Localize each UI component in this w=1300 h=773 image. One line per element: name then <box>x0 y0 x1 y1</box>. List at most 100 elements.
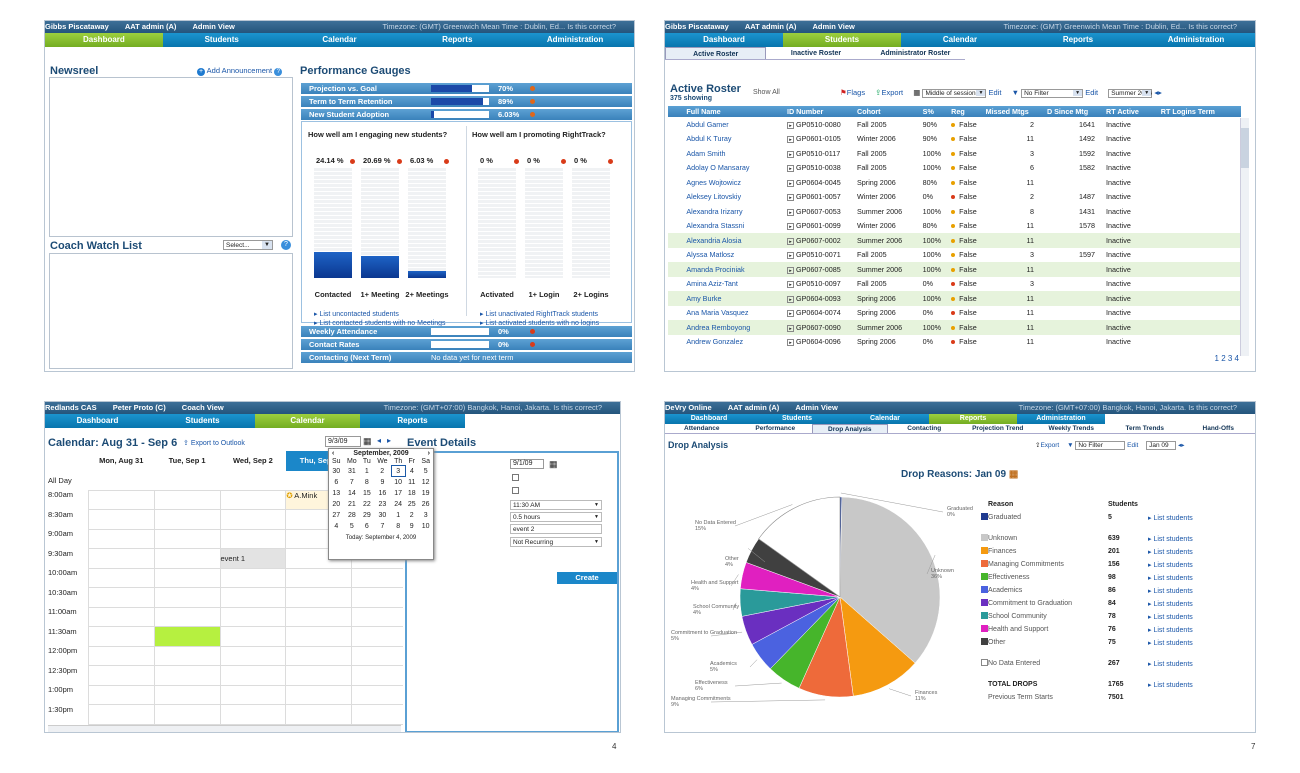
tab-drop-analysis[interactable]: Drop Analysis <box>812 424 888 433</box>
campus-menu[interactable]: Redlands CAS <box>45 403 97 412</box>
nav-dashboard[interactable]: Dashboard <box>45 33 163 47</box>
nav-calendar[interactable]: Calendar <box>942 35 978 44</box>
event-label[interactable]: event 1 <box>220 553 246 563</box>
prev-term-icon[interactable]: ◂ <box>1177 442 1182 449</box>
picker-day[interactable]: 13 <box>332 489 341 497</box>
picker-day[interactable]: 12 <box>421 478 430 486</box>
help-icon[interactable]: ? <box>281 240 291 250</box>
id-cell[interactable]: ▸ GP0604-0096 <box>784 335 854 350</box>
nav-administration[interactable]: Administration <box>1167 35 1225 44</box>
table-row[interactable]: Amanda Prociniak ▸ GP0607-0085 Summer 2006 1… <box>668 262 1241 277</box>
calendar-picker-icon[interactable]: ▦ <box>363 436 372 446</box>
next-month-icon[interactable]: › <box>427 450 430 457</box>
expand-icon[interactable]: ▸ <box>786 194 794 202</box>
time-slot[interactable] <box>87 548 155 569</box>
id-cell[interactable]: ▸ GP0510-0038 <box>784 161 854 176</box>
nav-reports[interactable]: Reports <box>397 416 428 425</box>
help-icon[interactable]: ? <box>274 68 283 76</box>
picker-day[interactable]: 11 <box>408 478 416 486</box>
time-slot[interactable] <box>285 626 353 647</box>
prev-month-icon[interactable]: ‹ <box>332 450 335 457</box>
expand-icon[interactable]: ▸ <box>786 223 794 231</box>
picker-day[interactable]: 4 <box>334 522 339 530</box>
student-name-link[interactable]: Amanda Prociniak <box>683 262 784 277</box>
campus-menu[interactable]: Gibbs Piscataway <box>665 22 729 31</box>
list-students-link[interactable]: ▸ List students <box>1148 558 1208 571</box>
time-slot[interactable] <box>285 665 353 686</box>
all-day-cell[interactable] <box>154 471 220 491</box>
column-header[interactable]: RT Logins Term <box>1157 106 1241 117</box>
time-slot[interactable] <box>285 606 353 627</box>
column-header[interactable]: Missed Mtgs <box>982 106 1044 117</box>
picker-day[interactable]: 1 <box>396 511 401 519</box>
tab-active-roster[interactable]: Active Roster <box>665 47 767 59</box>
id-cell[interactable]: ▸ GP0510-0117 <box>784 146 854 161</box>
tab-weekly-trends[interactable]: Weekly Trends <box>1048 425 1094 432</box>
column-header[interactable]: RT Active <box>1103 106 1158 117</box>
time-slot[interactable] <box>285 704 353 725</box>
table-row[interactable]: Alexandria Alosia ▸ GP0607-0002 Summer 2006… <box>668 233 1241 248</box>
column-header[interactable]: Cohort <box>854 106 920 117</box>
student-name-link[interactable]: Alexandra Stassni <box>686 221 745 231</box>
nav-dashboard[interactable]: Dashboard <box>76 416 119 425</box>
time-slot[interactable] <box>219 665 287 686</box>
id-cell[interactable]: ▸ GP0607-0002 <box>783 233 855 248</box>
time-slot[interactable] <box>351 567 403 588</box>
view-menu[interactable]: Coach View <box>181 403 224 412</box>
student-name-link[interactable]: Adam Smith <box>686 148 726 158</box>
list-link[interactable]: ▸ List uncontacted students <box>314 310 446 319</box>
picker-day[interactable]: 16 <box>378 489 387 497</box>
time-slot[interactable] <box>219 626 287 647</box>
time-slot[interactable] <box>219 528 287 549</box>
table-row[interactable]: Andrea Remboyong ▸ GP0607-0090 Summer 2006 1… <box>668 320 1241 335</box>
time-slot[interactable] <box>87 489 155 510</box>
time-slot[interactable] <box>153 509 221 530</box>
term-select[interactable]: Summer 2006 ▼ <box>1108 89 1153 98</box>
pagination[interactable]: 1 2 3 4 <box>1214 354 1239 363</box>
column-header[interactable]: S% <box>919 106 949 117</box>
filter-select[interactable]: No Filter <box>1075 441 1126 450</box>
field-time[interactable]: 11:30 AM ▼ <box>510 500 602 510</box>
export-button[interactable]: Export <box>1040 442 1060 449</box>
coach-select[interactable]: Select... ▼ <box>223 240 273 250</box>
picker-day[interactable]: 30 <box>332 467 341 475</box>
expand-icon[interactable]: ▸ <box>786 136 794 144</box>
timezone-text[interactable]: Timezone: (GMT+07:00) Bangkok, Hanoi, Ja… <box>1018 403 1237 412</box>
time-slot[interactable] <box>153 489 221 510</box>
picker-day[interactable]: 21 <box>347 500 356 508</box>
table-row[interactable]: Adolay O Mansaray ▸ GP0510-0038 Fall 2005 10… <box>668 161 1241 176</box>
gauge-bottom-0[interactable]: Weekly Attendance 0% <box>301 326 632 337</box>
field-name[interactable]: event 2 <box>510 524 602 534</box>
student-name-link[interactable]: Alyssa Matlosz <box>686 250 735 260</box>
time-slot[interactable] <box>153 606 221 627</box>
user-menu[interactable]: AAT admin (A) <box>744 22 797 31</box>
tab-hand-offs[interactable]: Hand-Offs <box>1202 425 1234 432</box>
tab-term-trends[interactable]: Term Trends <box>1125 425 1165 432</box>
next-term-icon[interactable]: ▸ <box>1181 442 1185 449</box>
table-row[interactable]: Ana Maria Vasquez ▸ GP0604-0074 Spring 2006… <box>668 306 1241 321</box>
roster-scrollbar[interactable] <box>1240 118 1249 356</box>
time-slot[interactable] <box>153 626 221 647</box>
table-row[interactable]: Amy Burke ▸ GP0604-0093 Spring 2006 100% Fals… <box>668 291 1241 306</box>
table-row[interactable]: Amina Aziz-Tant ▸ GP0510-0097 Fall 2005 0% Fa… <box>668 277 1241 292</box>
picker-day[interactable]: 23 <box>378 500 387 508</box>
picker-day[interactable]: 22 <box>362 500 371 508</box>
nav-reports[interactable]: Reports <box>929 414 1017 424</box>
picker-day[interactable]: 9 <box>409 522 414 530</box>
picker-day[interactable]: 31 <box>347 467 356 475</box>
expand-icon[interactable]: ▸ <box>786 339 794 347</box>
id-cell[interactable]: ▸ GP0510-0071 <box>784 248 854 263</box>
all-day-cell[interactable] <box>88 471 154 491</box>
view-menu[interactable]: Admin View <box>795 403 838 412</box>
appointment-label[interactable]: A.Mink <box>294 490 318 500</box>
nav-students[interactable]: Students <box>783 33 901 47</box>
picker-day[interactable]: 25 <box>407 500 416 508</box>
list-students-link[interactable]: ▸ List students <box>1148 571 1208 584</box>
gauge-1[interactable]: Term to Term Retention 89% <box>301 96 632 107</box>
time-slot[interactable] <box>219 489 287 510</box>
student-name-link[interactable]: Agnes Wojtowicz <box>686 177 741 187</box>
student-name-link[interactable]: Amy Burke <box>683 291 784 306</box>
filter-edit-link[interactable]: Edit <box>1127 442 1139 449</box>
event-date-input[interactable]: 9/1/09 <box>510 459 544 469</box>
nav-students[interactable]: Students <box>185 416 220 425</box>
